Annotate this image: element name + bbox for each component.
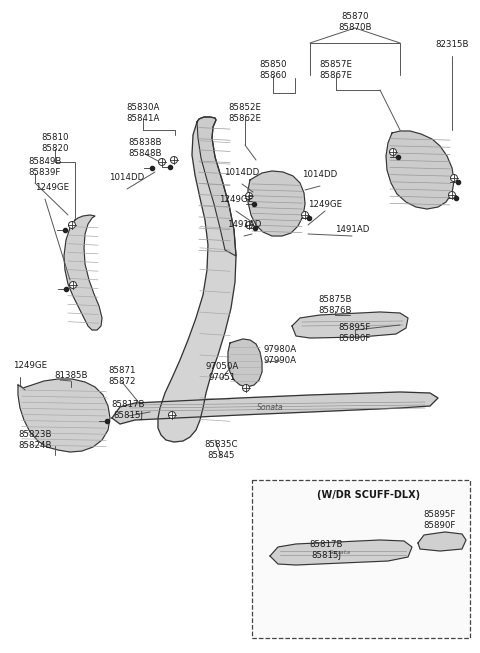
Polygon shape: [248, 171, 305, 236]
Polygon shape: [386, 131, 454, 209]
Circle shape: [451, 174, 457, 182]
Circle shape: [158, 159, 166, 165]
Text: 1249GE: 1249GE: [219, 195, 253, 204]
Text: 85830A
85841A: 85830A 85841A: [126, 103, 160, 123]
Polygon shape: [158, 117, 236, 442]
Text: 85875B
85876B: 85875B 85876B: [318, 295, 352, 315]
Text: 1014DD: 1014DD: [109, 173, 144, 182]
Text: 81385B: 81385B: [54, 371, 88, 380]
Text: Sonata: Sonata: [329, 550, 351, 556]
Text: 85852E
85862E: 85852E 85862E: [228, 103, 262, 123]
Polygon shape: [228, 339, 262, 387]
Polygon shape: [418, 532, 466, 551]
Polygon shape: [64, 215, 102, 330]
Circle shape: [245, 221, 252, 229]
Text: 1249GE: 1249GE: [13, 361, 47, 370]
Text: 1014DD: 1014DD: [224, 168, 260, 177]
Polygon shape: [270, 540, 412, 565]
Circle shape: [242, 385, 250, 392]
Text: 85850
85860: 85850 85860: [259, 60, 287, 80]
Circle shape: [69, 221, 75, 229]
Circle shape: [389, 148, 396, 155]
Text: 1014DD: 1014DD: [302, 170, 337, 179]
Text: 85857E
85867E: 85857E 85867E: [320, 60, 352, 80]
Text: 85823B
85824B: 85823B 85824B: [18, 430, 52, 450]
Text: 85895F
85890F: 85895F 85890F: [424, 510, 456, 530]
Text: 1491AD: 1491AD: [227, 220, 261, 229]
Polygon shape: [197, 117, 236, 256]
Text: 1491AD: 1491AD: [335, 225, 369, 234]
Circle shape: [301, 212, 309, 219]
Text: 85838B
85848B: 85838B 85848B: [128, 138, 162, 158]
Text: 85871
85872: 85871 85872: [108, 366, 136, 386]
Polygon shape: [18, 379, 110, 452]
Text: 97050A
97051: 97050A 97051: [205, 362, 239, 382]
Text: Sonata: Sonata: [257, 404, 283, 413]
Text: 82315B: 82315B: [435, 40, 469, 49]
Text: 1249GE: 1249GE: [35, 183, 69, 192]
Text: 85817B
85815J: 85817B 85815J: [309, 540, 343, 560]
Polygon shape: [112, 392, 438, 424]
Text: 97980A
97990A: 97980A 97990A: [264, 345, 297, 365]
Circle shape: [170, 157, 178, 163]
Text: 85817B
85815J: 85817B 85815J: [111, 400, 145, 420]
Circle shape: [448, 191, 456, 199]
Text: 85895F
85890F: 85895F 85890F: [339, 323, 371, 343]
Bar: [252, 480, 470, 638]
Text: 85835C
85845: 85835C 85845: [204, 440, 238, 460]
Circle shape: [168, 411, 176, 419]
Text: 85870
85870B: 85870 85870B: [338, 12, 372, 32]
Text: 85810
85820: 85810 85820: [41, 133, 69, 153]
Circle shape: [245, 193, 252, 200]
Text: (W/DR SCUFF-DLX): (W/DR SCUFF-DLX): [317, 490, 420, 500]
Text: 1249GE: 1249GE: [308, 200, 342, 209]
Text: 85849B
85839F: 85849B 85839F: [28, 157, 61, 177]
Polygon shape: [292, 312, 408, 338]
Circle shape: [70, 281, 76, 289]
